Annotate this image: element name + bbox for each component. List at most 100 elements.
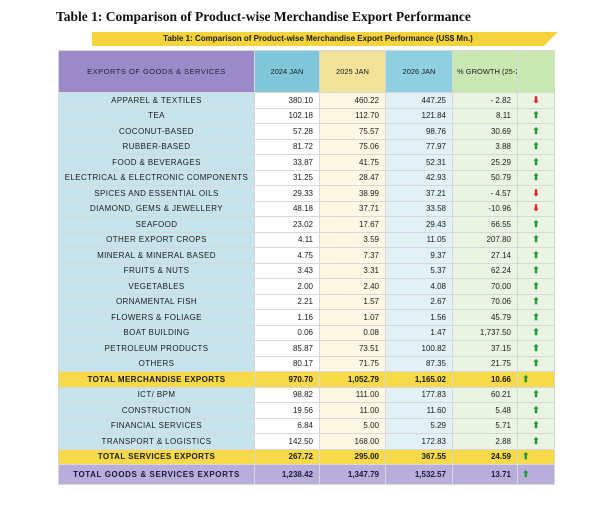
- value-2024: 970.70: [254, 371, 320, 388]
- value-2025: 295.00: [319, 448, 386, 465]
- value-2025: 111.00: [319, 386, 386, 403]
- trend-cell: ⬆: [517, 464, 555, 485]
- value-2025: 0.08: [319, 324, 386, 341]
- value-2024: 0.06: [254, 324, 320, 341]
- value-2024: 380.10: [254, 92, 320, 109]
- value-2026: 11.05: [385, 231, 453, 248]
- trend-cell: ⬆: [517, 293, 555, 310]
- value-2024: 48.18: [254, 200, 320, 217]
- arrow-up-icon: ⬆: [532, 249, 540, 260]
- value-2024: 31.25: [254, 169, 320, 186]
- header-exports: EXPORTS OF GOODS & SERVICES: [58, 50, 255, 93]
- value-2026: 367.55: [385, 448, 453, 465]
- value-growth: 5.48: [452, 402, 518, 419]
- value-2024: 85.87: [254, 340, 320, 357]
- arrow-up-icon: ⬆: [532, 358, 540, 369]
- value-2025: 1.57: [319, 293, 386, 310]
- table-row: RUBBER-BASED 81.72 75.06 77.97 3.88 ⬆: [58, 138, 555, 155]
- arrow-up-icon: ⬆: [532, 141, 540, 152]
- value-2025: 460.22: [319, 92, 386, 109]
- arrow-down-icon: ⬇: [532, 203, 540, 214]
- value-2026: 77.97: [385, 138, 453, 155]
- arrow-up-icon: ⬆: [532, 389, 540, 400]
- table-row: BOAT BUILDING 0.06 0.08 1.47 1,737.50 ⬆: [58, 324, 555, 341]
- export-table-container: EXPORTS OF GOODS & SERVICES 2024 JAN 202…: [58, 50, 555, 485]
- table-row: MINERAL & MINERAL BASED 4.75 7.37 9.37 27.14…: [58, 247, 555, 264]
- value-2025: 3.59: [319, 231, 386, 248]
- header-trend: [517, 50, 555, 93]
- trend-cell: ⬇: [517, 200, 555, 217]
- table-row: PETROLEUM PRODUCTS 85.87 73.51 100.82 37.15 ⬆: [58, 340, 555, 357]
- value-2026: 33.58: [385, 200, 453, 217]
- trend-cell: ⬇: [517, 185, 555, 202]
- row-label: MINERAL & MINERAL BASED: [58, 247, 255, 264]
- value-2024: 80.17: [254, 355, 320, 372]
- table-caption-banner: Table 1: Comparison of Product-wise Merc…: [92, 32, 558, 46]
- value-2024: 3.43: [254, 262, 320, 279]
- value-growth: 30.69: [452, 123, 518, 140]
- trend-cell: ⬆: [517, 278, 555, 295]
- header-2025: 2025 JAN: [319, 50, 386, 93]
- value-2026: 177.83: [385, 386, 453, 403]
- value-growth: 8.11: [452, 107, 518, 124]
- value-2025: 1,347.79: [319, 464, 386, 485]
- value-2024: 4.75: [254, 247, 320, 264]
- export-performance-table: EXPORTS OF GOODS & SERVICES 2024 JAN 202…: [58, 50, 555, 485]
- row-label: FINANCIAL SERVICES: [58, 417, 255, 434]
- arrow-down-icon: ⬇: [532, 94, 540, 105]
- value-2025: 37.71: [319, 200, 386, 217]
- arrow-up-icon: ⬆: [532, 420, 540, 431]
- value-2024: 23.02: [254, 216, 320, 233]
- value-growth: - 2.82: [452, 92, 518, 109]
- value-growth: 1,737.50: [452, 324, 518, 341]
- value-growth: 62.24: [452, 262, 518, 279]
- table-row: VEGETABLES 2.00 2.40 4.08 70.00 ⬆: [58, 278, 555, 295]
- value-2026: 98.76: [385, 123, 453, 140]
- value-growth: 24.59: [452, 448, 518, 465]
- value-2025: 75.57: [319, 123, 386, 140]
- value-2024: 267.72: [254, 448, 320, 465]
- value-2026: 1,165.02: [385, 371, 453, 388]
- row-label: SEAFOOD: [58, 216, 255, 233]
- arrow-up-icon: ⬆: [532, 327, 540, 338]
- value-2026: 9.37: [385, 247, 453, 264]
- value-2024: 1.16: [254, 309, 320, 326]
- value-growth: 21.75: [452, 355, 518, 372]
- table-row: ELECTRICAL & ELECTRONIC COMPONENTS 31.25 2…: [58, 169, 555, 186]
- value-2026: 1,532.57: [385, 464, 453, 485]
- header-growth: % GROWTH (25-26): [452, 50, 518, 93]
- arrow-up-icon: ⬆: [532, 110, 540, 121]
- trend-cell: ⬆: [517, 340, 555, 357]
- row-label: COCONUT-BASED: [58, 123, 255, 140]
- table-row: ORNAMENTAL FISH 2.21 1.57 2.67 70.06 ⬆: [58, 293, 555, 310]
- value-2025: 168.00: [319, 433, 386, 450]
- value-2025: 2.40: [319, 278, 386, 295]
- value-2026: 37.21: [385, 185, 453, 202]
- value-growth: 5.71: [452, 417, 518, 434]
- row-label: OTHERS: [58, 355, 255, 372]
- row-label: SPICES AND ESSENTIAL OILS: [58, 185, 255, 202]
- value-growth: 207.80: [452, 231, 518, 248]
- value-growth: 27.14: [452, 247, 518, 264]
- trend-cell: ⬆: [517, 123, 555, 140]
- arrow-up-icon: ⬆: [532, 172, 540, 183]
- value-2025: 7.37: [319, 247, 386, 264]
- row-label: ICT/ BPM: [58, 386, 255, 403]
- value-2025: 1.07: [319, 309, 386, 326]
- value-2026: 42.93: [385, 169, 453, 186]
- arrow-up-icon: ⬆: [532, 234, 540, 245]
- value-2025: 1,052.79: [319, 371, 386, 388]
- arrow-up-icon: ⬆: [532, 156, 540, 167]
- value-2026: 11.60: [385, 402, 453, 419]
- row-label: TOTAL SERVICES EXPORTS: [58, 448, 255, 465]
- arrow-up-icon: ⬆: [532, 404, 540, 415]
- arrow-up-icon: ⬆: [532, 296, 540, 307]
- row-label: TRANSPORT & LOGISTICS: [58, 433, 255, 450]
- header-row: EXPORTS OF GOODS & SERVICES 2024 JAN 202…: [58, 50, 555, 93]
- trend-cell: ⬆: [517, 324, 555, 341]
- arrow-up-icon: ⬆: [532, 435, 540, 446]
- trend-cell: ⬆: [517, 355, 555, 372]
- trend-cell: ⬇: [517, 92, 555, 109]
- value-2025: 5.00: [319, 417, 386, 434]
- table-row: APPAREL & TEXTILES 380.10 460.22 447.25- 2.…: [58, 92, 555, 109]
